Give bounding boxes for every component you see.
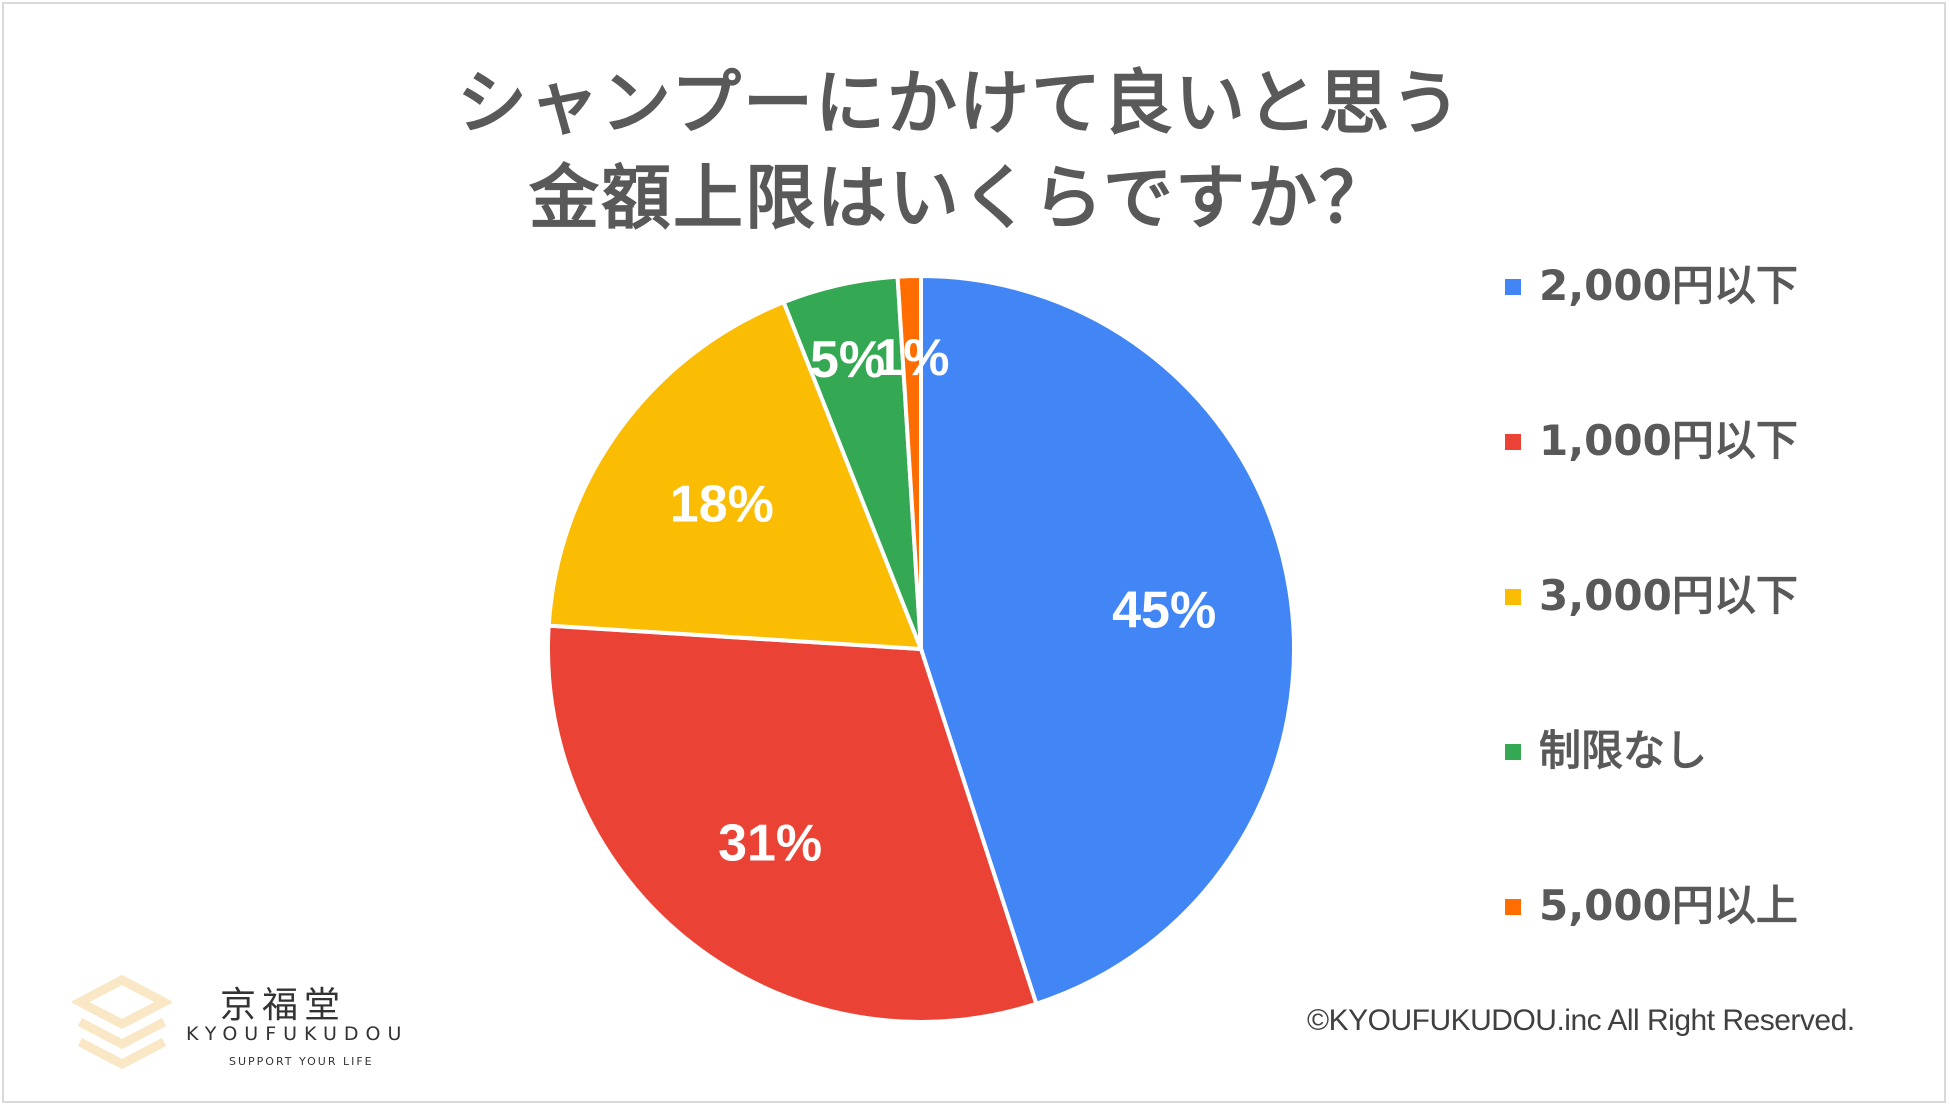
logo-tagline: SUPPORT YOUR LIFE	[229, 1055, 374, 1068]
legend-swatch	[1505, 279, 1521, 295]
pie-slice-4	[895, 273, 923, 650]
legend-label: 制限なし	[1539, 726, 1708, 775]
copyright-text: ©KYOUFUKUDOU.inc All Right Reserved.	[1307, 1004, 1855, 1037]
chart-title-line-2: 金額上限はいくらですか？	[529, 157, 1391, 239]
pie-slice-label-1: 31%	[718, 815, 822, 873]
logo-english: KYOUFUKUDOU	[186, 1023, 409, 1045]
chart-title-line-1: シャンプーにかけて良いと思う	[457, 62, 1463, 144]
legend-label: 1,000円以下	[1539, 416, 1798, 465]
legend-label: 5,000円以上	[1539, 881, 1798, 930]
pie-slice-label-0: 45%	[1112, 581, 1216, 639]
legend-swatch	[1505, 899, 1521, 915]
legend-swatch	[1505, 434, 1521, 450]
legend-swatch	[1505, 744, 1521, 760]
pie-slice-0	[919, 273, 1296, 1007]
pie-slice-label-2: 18%	[670, 475, 774, 533]
stacked-layers-logo-icon	[72, 974, 172, 1070]
pie-slice-label-4: 1%	[874, 329, 949, 387]
legend-label: 2,000円以下	[1539, 261, 1798, 310]
pie-slice-1	[546, 623, 1039, 1024]
pie-slice-2	[546, 299, 925, 652]
logo-kanji: 京福堂	[220, 985, 347, 1026]
legend-label: 3,000円以下	[1539, 571, 1798, 620]
legend-swatch	[1505, 589, 1521, 605]
pie-slice-label-3: 5%	[810, 331, 885, 389]
